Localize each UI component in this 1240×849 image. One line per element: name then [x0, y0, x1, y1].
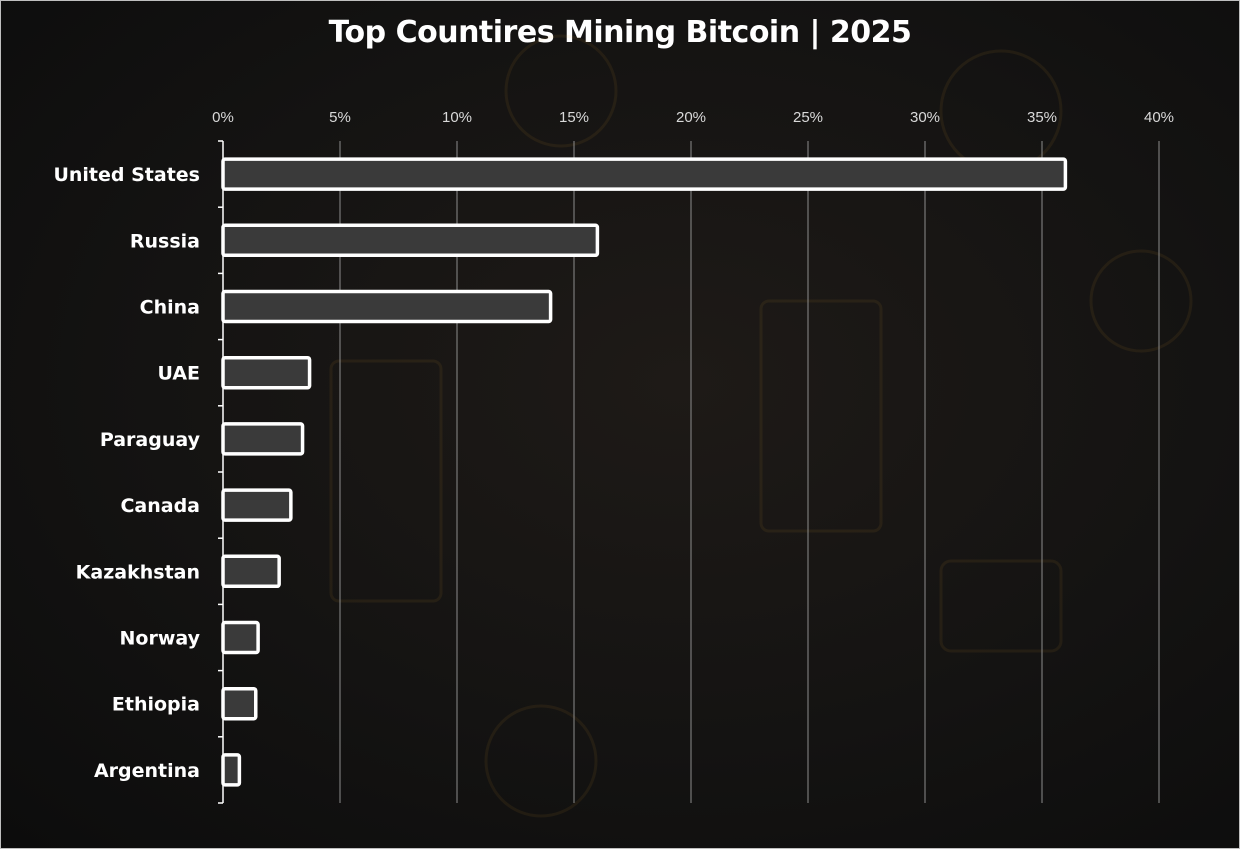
category-label: Russia — [130, 230, 200, 252]
bar — [221, 422, 305, 456]
bar — [221, 686, 258, 721]
bars — [221, 157, 1068, 787]
bar — [221, 157, 1068, 191]
x-tick-label: 0% — [212, 109, 234, 126]
background-decor — [329, 34, 1193, 818]
bar — [221, 355, 312, 390]
x-tick-label: 25% — [793, 109, 823, 126]
x-tick-labels: 0% 5% 10% 15% 20% 25% 30% 35% 40% — [212, 109, 1174, 126]
x-tick-label: 5% — [329, 109, 351, 126]
category-label: Norway — [120, 628, 201, 650]
category-label: Ethiopia — [112, 694, 200, 716]
category-label: Paraguay — [100, 429, 201, 451]
category-label: United States — [53, 164, 200, 186]
bar — [221, 753, 242, 787]
category-axis — [218, 140, 224, 804]
x-tick-label: 10% — [442, 109, 472, 126]
category-label: Argentina — [94, 760, 200, 782]
chart-title: Top Countires Mining Bitcoin | 2025 — [328, 15, 912, 50]
x-tick-label: 30% — [910, 109, 940, 126]
category-label: China — [140, 297, 200, 319]
x-tick-label: 20% — [676, 109, 706, 126]
bar — [221, 289, 553, 324]
bar — [221, 488, 293, 522]
category-label: UAE — [157, 363, 200, 385]
category-label: Canada — [120, 495, 200, 517]
bar — [221, 223, 600, 258]
category-label: Kazakhstan — [76, 561, 200, 583]
bar — [221, 554, 281, 589]
category-labels: United States Russia China UAE Paraguay Canad… — [53, 164, 200, 782]
x-tick-label: 15% — [559, 109, 589, 126]
x-tick-label: 35% — [1027, 109, 1057, 126]
bar — [221, 620, 260, 655]
x-tick-label: 40% — [1144, 109, 1174, 126]
